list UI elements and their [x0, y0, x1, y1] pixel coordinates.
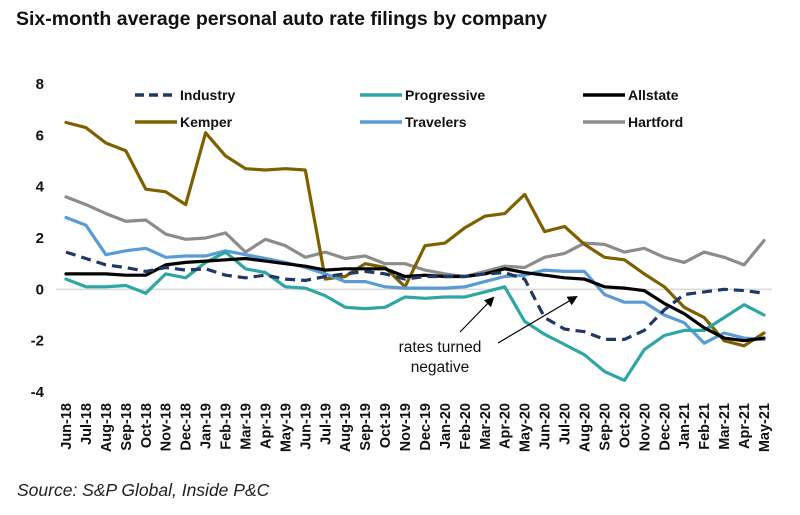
- x-tick-label: Oct-18: [139, 403, 155, 448]
- x-tick-label: Mar-20: [478, 403, 494, 450]
- x-tick-label: Oct-20: [617, 403, 633, 448]
- series-line-travelers: [64, 215, 766, 345]
- legend-item-hartford: Hartford: [583, 114, 683, 130]
- x-tick-label: Nov-19: [398, 403, 414, 451]
- x-tick-label: Feb-19: [219, 403, 235, 450]
- x-tick-label: Feb-20: [458, 403, 474, 450]
- x-tick-label: Feb-21: [697, 403, 713, 450]
- x-tick-label: Mar-21: [717, 403, 733, 450]
- x-tick-label: May-20: [518, 403, 534, 452]
- x-tick-label: Jun-18: [59, 403, 75, 450]
- x-tick-label: Dec-19: [418, 403, 434, 451]
- y-tick-label: 0: [36, 281, 44, 298]
- annotation-arrow: [497, 295, 578, 344]
- series-lines: [64, 120, 766, 382]
- series-line-progressive: [64, 250, 766, 382]
- x-tick-label: Dec-20: [657, 403, 673, 451]
- x-tick-label: Apr-21: [737, 403, 753, 449]
- y-tick-label: 4: [36, 179, 45, 196]
- x-tick-label: Jan-19: [199, 403, 215, 449]
- x-tick-label: Aug-18: [99, 403, 115, 452]
- x-tick-label: Mar-19: [238, 403, 254, 450]
- series-line-allstate: [64, 256, 766, 343]
- x-tick-label: Nov-20: [637, 403, 653, 451]
- legend-item-allstate: Allstate: [583, 87, 679, 103]
- legend-label: Progressive: [405, 87, 485, 103]
- annotation-text: rates turned: [399, 339, 482, 356]
- y-tick-label: 2: [36, 230, 44, 247]
- x-tick-label: Sep-19: [358, 403, 374, 451]
- x-tick-label: May-21: [757, 403, 773, 452]
- x-tick-label: Jun-19: [298, 403, 314, 450]
- series-line-industry: [65, 250, 765, 341]
- legend-item-travelers: Travelers: [360, 114, 467, 130]
- x-tick-label: Apr-19: [258, 403, 274, 449]
- x-axis: Jun-18 Jul-18 Aug-18 Sep-18 Oct-18 Nov-18 Dec-…: [59, 403, 773, 452]
- annotation-arrow: [459, 296, 495, 333]
- x-tick-label: Jul-19: [318, 403, 334, 445]
- chart-title: Six-month average personal auto rate fil…: [16, 8, 547, 30]
- legend: Industry Progressive Allstate Kemper Travele…: [135, 87, 683, 130]
- legend-item-industry: Industry: [135, 87, 235, 103]
- x-tick-label: Aug-19: [338, 403, 354, 452]
- x-tick-label: Dec-18: [179, 403, 195, 451]
- y-tick-label: -2: [31, 333, 44, 350]
- x-tick-label: Oct-19: [378, 403, 394, 448]
- x-tick-label: Sep-20: [597, 403, 613, 451]
- legend-label: Allstate: [628, 87, 679, 103]
- legend-item-progressive: Progressive: [360, 87, 485, 103]
- legend-item-kemper: Kemper: [135, 114, 233, 130]
- legend-label: Industry: [180, 87, 235, 103]
- x-tick-label: Sep-18: [119, 403, 135, 451]
- x-tick-label: Nov-18: [159, 403, 175, 451]
- x-tick-label: Jul-20: [558, 403, 574, 445]
- x-tick-label: Jul-18: [79, 403, 95, 445]
- x-tick-label: Jan-20: [438, 403, 454, 449]
- legend-label: Travelers: [405, 114, 467, 130]
- x-tick-label: Aug-20: [578, 403, 594, 452]
- legend-label: Kemper: [180, 114, 233, 130]
- x-tick-label: May-19: [278, 403, 294, 452]
- source-note: Source: S&P Global, Inside P&C: [17, 480, 270, 500]
- y-axis: 8 6 4 2 0 -2 -4: [31, 76, 45, 401]
- x-tick-label: Apr-20: [498, 403, 514, 449]
- annotation-text: negative: [411, 359, 470, 376]
- annotation: rates turned negative: [399, 295, 578, 376]
- y-tick-label: -4: [31, 384, 45, 401]
- y-tick-label: 6: [36, 127, 44, 144]
- x-tick-label: Jan-21: [677, 403, 693, 449]
- legend-label: Hartford: [628, 114, 683, 130]
- y-tick-label: 8: [36, 76, 44, 93]
- x-tick-label: Jun-20: [538, 403, 554, 450]
- series-line-kemper: [64, 120, 766, 348]
